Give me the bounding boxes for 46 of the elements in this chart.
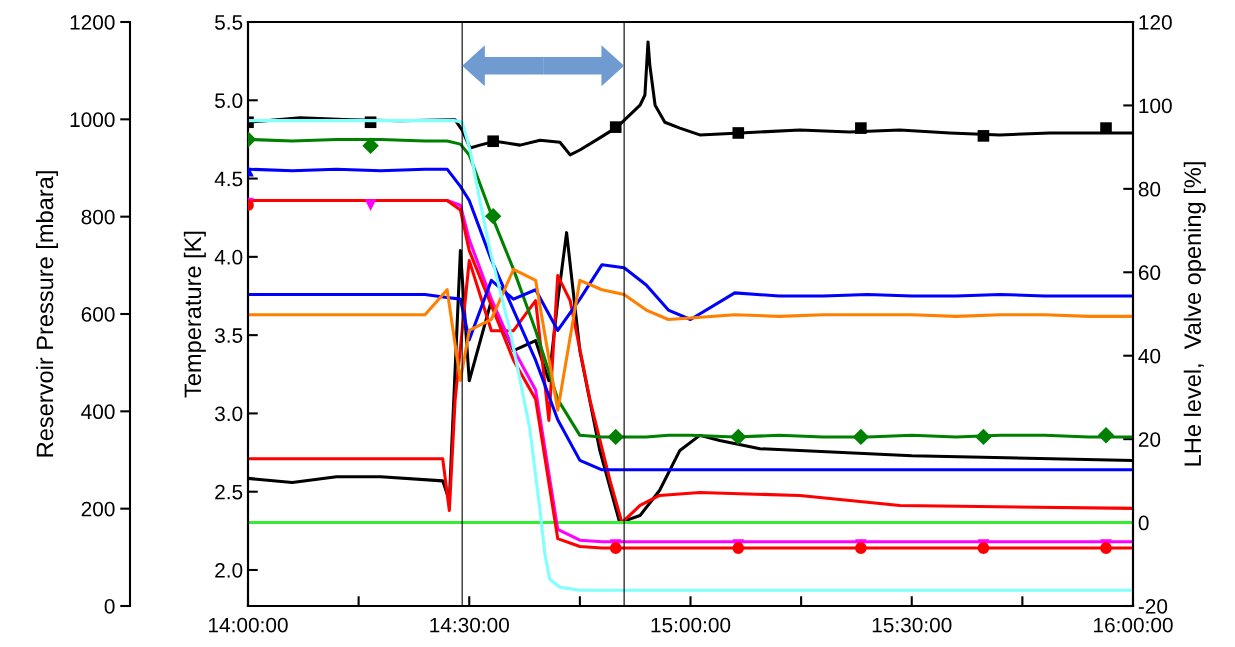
y2-tick-label: 100	[1139, 98, 1172, 114]
line-series	[248, 267, 1133, 412]
point	[364, 199, 377, 211]
point	[362, 137, 379, 154]
point	[855, 122, 867, 134]
y2-tick-label: 120	[1139, 15, 1172, 30]
point	[607, 428, 624, 446]
y-tick-label: 5.5	[215, 15, 243, 30]
y-tick-label: 5.0	[215, 93, 243, 109]
y2-axis-title: LHe level, Valve opening [%]	[1183, 162, 1206, 466]
y-tick-label: 2.5	[215, 484, 243, 500]
y3-tick-label: 1200	[70, 15, 115, 30]
point	[484, 207, 502, 225]
point	[730, 428, 747, 446]
point	[609, 121, 622, 133]
y-tick-label: 2.0	[215, 562, 243, 578]
y2-tick-label: -20	[1138, 599, 1168, 614]
x-tick-label: 14:30:00	[430, 617, 509, 633]
y3-axis-title: Reservoir Pressure [mbara]	[35, 171, 58, 457]
y-tick-label: 4.0	[214, 249, 243, 265]
x-tick-label: 15:30:00	[872, 617, 952, 633]
x-tick-label: 15:00:00	[651, 617, 731, 633]
x-tick-label: 14:00:00	[209, 617, 288, 633]
y-tick-label: 3.5	[214, 328, 243, 343]
point	[732, 127, 745, 139]
y2-tick-label: 20	[1138, 432, 1161, 447]
y-tick-label: 3.0	[214, 406, 243, 422]
y-axis-title: Temperature [K]	[183, 231, 206, 398]
point	[977, 130, 990, 142]
y2-tick-label: 80	[1138, 181, 1161, 197]
y3-tick-label: 200	[81, 501, 115, 517]
y-tick-label: 4.5	[214, 171, 243, 187]
line-series	[248, 167, 1133, 472]
y3-tick-label: 1000	[70, 112, 115, 128]
x-tick-label: 16:00:00	[1094, 617, 1173, 633]
y2-tick-label: 0	[1138, 515, 1149, 531]
y3-tick-label: 0	[104, 599, 115, 614]
point	[487, 135, 499, 148]
point	[1097, 427, 1115, 444]
y2-tick-label: 40	[1138, 348, 1161, 364]
y3-tick-label: 400	[81, 404, 115, 420]
y3-tick-label: 800	[81, 209, 115, 225]
y2-tick-label: 60	[1138, 265, 1161, 281]
y3-tick-label: 600	[81, 307, 115, 322]
point	[852, 428, 870, 446]
point	[975, 428, 992, 446]
